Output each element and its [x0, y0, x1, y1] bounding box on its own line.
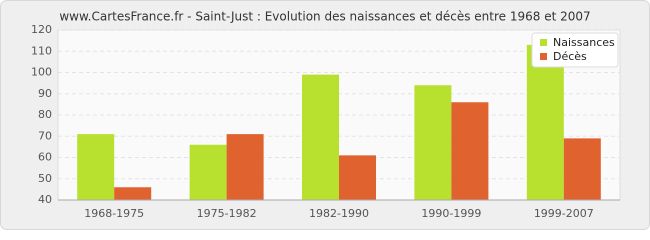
bar: [339, 155, 376, 200]
x-tick-label: 1990-1999: [421, 207, 481, 220]
y-tick-label: 80: [38, 108, 52, 121]
legend-label: Décès: [553, 50, 587, 63]
x-tick-label: 1968-1975: [84, 207, 144, 220]
x-tick-label: 1975-1982: [197, 207, 257, 220]
x-tick-label: 1999-2007: [534, 207, 594, 220]
y-tick-label: 90: [38, 87, 52, 100]
y-tick-label: 120: [31, 23, 52, 36]
y-tick-label: 60: [38, 151, 52, 164]
bar: [302, 74, 339, 200]
bar: [114, 187, 152, 200]
bar: [189, 144, 227, 200]
bar: [526, 44, 564, 200]
legend-box: [531, 32, 619, 68]
bar: [563, 138, 601, 200]
bar: [77, 134, 115, 200]
y-tick-label: 40: [38, 193, 52, 206]
x-tick-label: 1982-1990: [309, 207, 369, 220]
legend-swatch: [540, 39, 547, 46]
legend-label: Naissances: [553, 36, 615, 49]
bar: [226, 134, 264, 200]
chart-title: www.CartesFrance.fr - Saint-Just : Evolu…: [59, 10, 590, 24]
y-tick-label: 70: [38, 129, 52, 142]
bar: [451, 102, 489, 200]
bar: [414, 85, 452, 200]
y-tick-label: 50: [38, 172, 52, 185]
chart: www.CartesFrance.fr - Saint-Just : Evolu…: [0, 0, 650, 230]
y-tick-label: 100: [31, 66, 52, 79]
y-tick-label: 110: [31, 44, 52, 57]
legend-swatch: [540, 53, 547, 60]
